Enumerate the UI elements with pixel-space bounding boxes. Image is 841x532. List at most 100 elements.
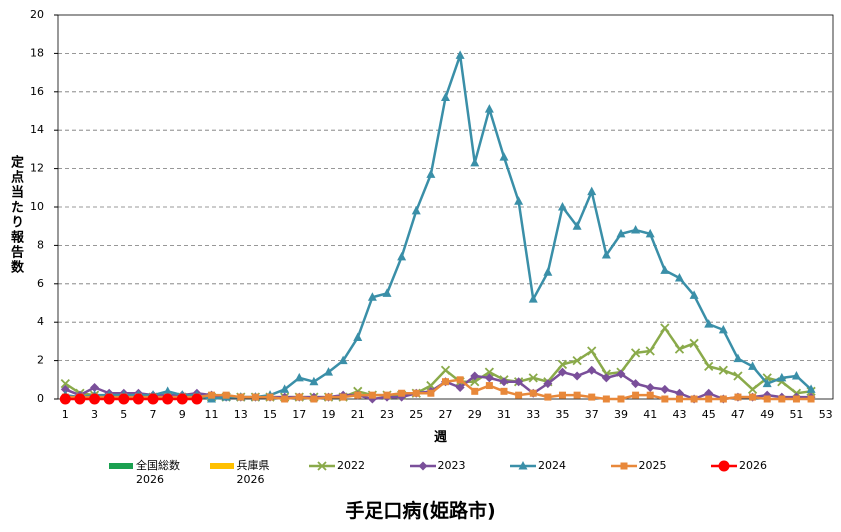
marker	[616, 369, 626, 379]
x-tick-label: 51	[789, 408, 803, 421]
marker	[354, 391, 362, 399]
marker	[515, 391, 523, 399]
chart-title: 手足口病(姫路市)	[345, 500, 496, 522]
marker	[442, 378, 449, 386]
marker	[222, 391, 230, 399]
x-tick-label: 53	[819, 408, 833, 421]
marker	[660, 323, 670, 333]
marker	[734, 393, 742, 401]
y-tick-label: 2	[37, 354, 44, 367]
marker	[484, 104, 494, 113]
marker	[645, 228, 655, 238]
marker	[631, 379, 641, 389]
plot-border	[57, 14, 834, 400]
legend-item: 全国総数 2026	[108, 459, 180, 487]
marker	[587, 186, 597, 196]
marker	[163, 386, 173, 395]
legend-item: 兵庫県 2026	[209, 459, 270, 487]
marker	[499, 152, 509, 161]
marker	[310, 395, 318, 403]
swatch	[209, 463, 234, 469]
marker	[791, 370, 801, 380]
marker	[455, 382, 465, 392]
marker	[514, 196, 524, 205]
marker	[718, 324, 728, 334]
marker	[353, 332, 363, 342]
marker	[718, 365, 728, 375]
marker	[427, 389, 435, 397]
marker	[162, 393, 174, 405]
marker	[718, 460, 730, 472]
legend-swatch	[510, 461, 536, 470]
marker	[89, 393, 101, 405]
marker	[572, 371, 582, 381]
marker	[281, 395, 289, 403]
marker	[602, 395, 610, 403]
marker	[749, 393, 757, 401]
marker	[704, 319, 714, 328]
marker	[601, 250, 611, 259]
marker	[632, 391, 640, 399]
legend-label: 2025	[638, 459, 667, 472]
marker	[557, 359, 568, 370]
x-tick-label: 49	[760, 408, 774, 421]
marker	[295, 393, 303, 401]
marker	[208, 391, 216, 399]
marker	[733, 353, 743, 363]
x-tick-label: 35	[555, 408, 569, 421]
marker	[418, 461, 427, 471]
marker	[807, 395, 815, 403]
marker	[748, 361, 758, 370]
legend-swatch	[610, 462, 637, 470]
marker	[118, 393, 130, 405]
marker	[500, 387, 508, 395]
legend-label: 2026	[739, 459, 767, 472]
marker	[544, 393, 552, 401]
marker	[411, 205, 421, 215]
y-tick-label: 0	[37, 392, 44, 405]
marker	[806, 384, 816, 393]
marker	[646, 391, 654, 399]
marker	[792, 395, 800, 403]
x-axis-label: 週	[434, 430, 448, 445]
marker	[484, 367, 495, 377]
marker	[426, 169, 436, 178]
marker	[778, 395, 786, 403]
legend-item: 2024	[510, 459, 566, 473]
marker	[324, 367, 334, 376]
x-tick-label: 17	[292, 408, 306, 421]
marker	[733, 371, 743, 381]
marker	[294, 372, 304, 382]
legend-label: 2024	[538, 459, 566, 472]
x-tick-label: 5	[120, 408, 127, 421]
x-tick-label: 29	[468, 408, 482, 421]
marker	[382, 288, 392, 297]
y-tick-label: 18	[30, 46, 44, 59]
marker	[176, 393, 188, 405]
marker	[237, 393, 245, 401]
marker	[60, 384, 70, 394]
legend-item: 2023	[409, 459, 466, 473]
x-tick-label: 1	[62, 408, 69, 421]
legend-swatch	[409, 461, 436, 471]
marker	[147, 393, 159, 405]
x-tick-label: 3	[91, 408, 98, 421]
x-tick-label: 31	[497, 408, 511, 421]
marker	[704, 361, 714, 371]
marker	[587, 346, 597, 356]
marker	[747, 384, 758, 395]
legend-swatch	[209, 463, 234, 469]
marker	[762, 378, 772, 388]
marker	[587, 365, 597, 375]
marker	[440, 365, 451, 375]
marker	[484, 373, 494, 383]
marker	[455, 50, 465, 59]
markers	[59, 393, 203, 405]
marker	[368, 391, 376, 399]
marker	[529, 389, 537, 397]
x-tick-label: 43	[672, 408, 686, 421]
marker	[777, 372, 787, 382]
marker	[251, 393, 259, 401]
marker	[661, 395, 669, 403]
marker	[690, 395, 698, 403]
